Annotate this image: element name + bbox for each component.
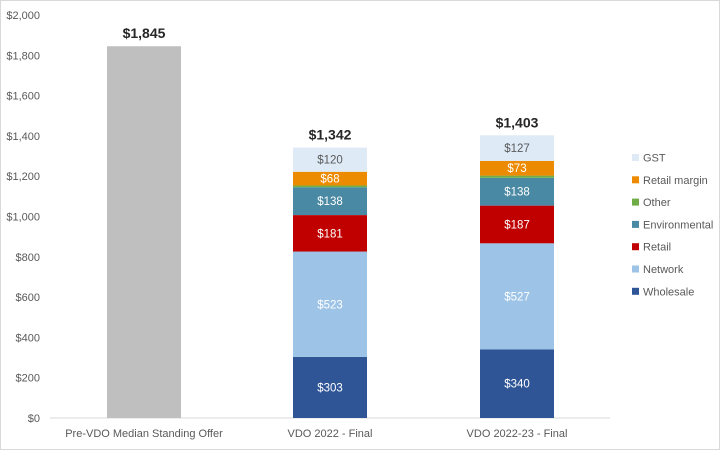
legend-label: Retail [643,242,671,254]
total-label: $1,342 [309,127,352,143]
data-label: $303 [317,382,343,394]
data-label: $527 [504,291,530,303]
y-tick-label: $400 [16,332,40,344]
bar-segment-environmental [293,187,367,216]
x-tick-label: Pre-VDO Median Standing Offer [65,428,223,440]
total-label: $1,845 [123,25,166,41]
legend-swatch-gst [632,154,639,161]
x-tick-label: VDO 2022-23 - Final [467,428,568,440]
y-tick-label: $200 [16,373,40,385]
legend-label: Retail margin [643,175,708,187]
legend-swatch-wholesale [632,287,639,295]
legend-label: Wholesale [643,286,694,298]
y-tick-label: $1,200 [6,171,40,183]
data-label: $120 [317,155,343,167]
data-label: $138 [504,187,530,199]
legend-swatch-other [632,198,639,206]
bar-segment-retail [480,205,554,244]
data-label: $127 [504,143,530,155]
y-tick-label: $1,000 [6,212,40,224]
data-label: $187 [504,219,530,231]
bar-segment-retail-margin [480,160,554,176]
legend-label: Environmental [643,219,713,231]
bar-segment-wholesale [480,349,554,418]
bar-segment-retail-margin [293,171,367,186]
legend-label: Other [643,197,671,209]
data-label: $68 [320,174,339,186]
bar-pre-vdo [107,46,181,419]
bar-segment-gst [293,147,367,172]
y-tick-label: $800 [16,252,40,264]
bar-segment-retail [293,215,367,252]
total-label: $1,403 [496,114,539,130]
y-tick-label: $0 [28,413,40,425]
bar-segment-environmental [480,177,554,206]
legend-label: GST [643,153,666,165]
bar-segment-other [480,175,554,178]
bar-segment-network [480,243,554,350]
y-tick-label: $600 [16,292,40,304]
data-label: $73 [507,163,526,175]
y-tick-label: $2,000 [6,10,40,22]
data-label: $340 [504,379,530,391]
bar-segment-other [293,185,367,188]
legend-swatch-network [632,265,639,273]
data-label: $138 [317,196,343,208]
data-label: $181 [317,228,343,240]
y-tick-label: $1,600 [6,91,40,103]
x-tick-label: VDO 2022 - Final [288,428,373,440]
legend-label: Network [643,264,684,276]
bar-segment-gst [480,135,554,161]
bar-segment-wholesale [293,356,367,418]
legend-swatch-retail-margin [632,176,639,184]
legend-swatch-environmental [632,220,639,228]
y-tick-label: $1,400 [6,131,40,143]
legend-swatch-retail [632,243,639,251]
bar-segment-network [293,251,367,357]
y-tick-label: $1,800 [6,50,40,62]
data-label: $523 [317,299,343,311]
